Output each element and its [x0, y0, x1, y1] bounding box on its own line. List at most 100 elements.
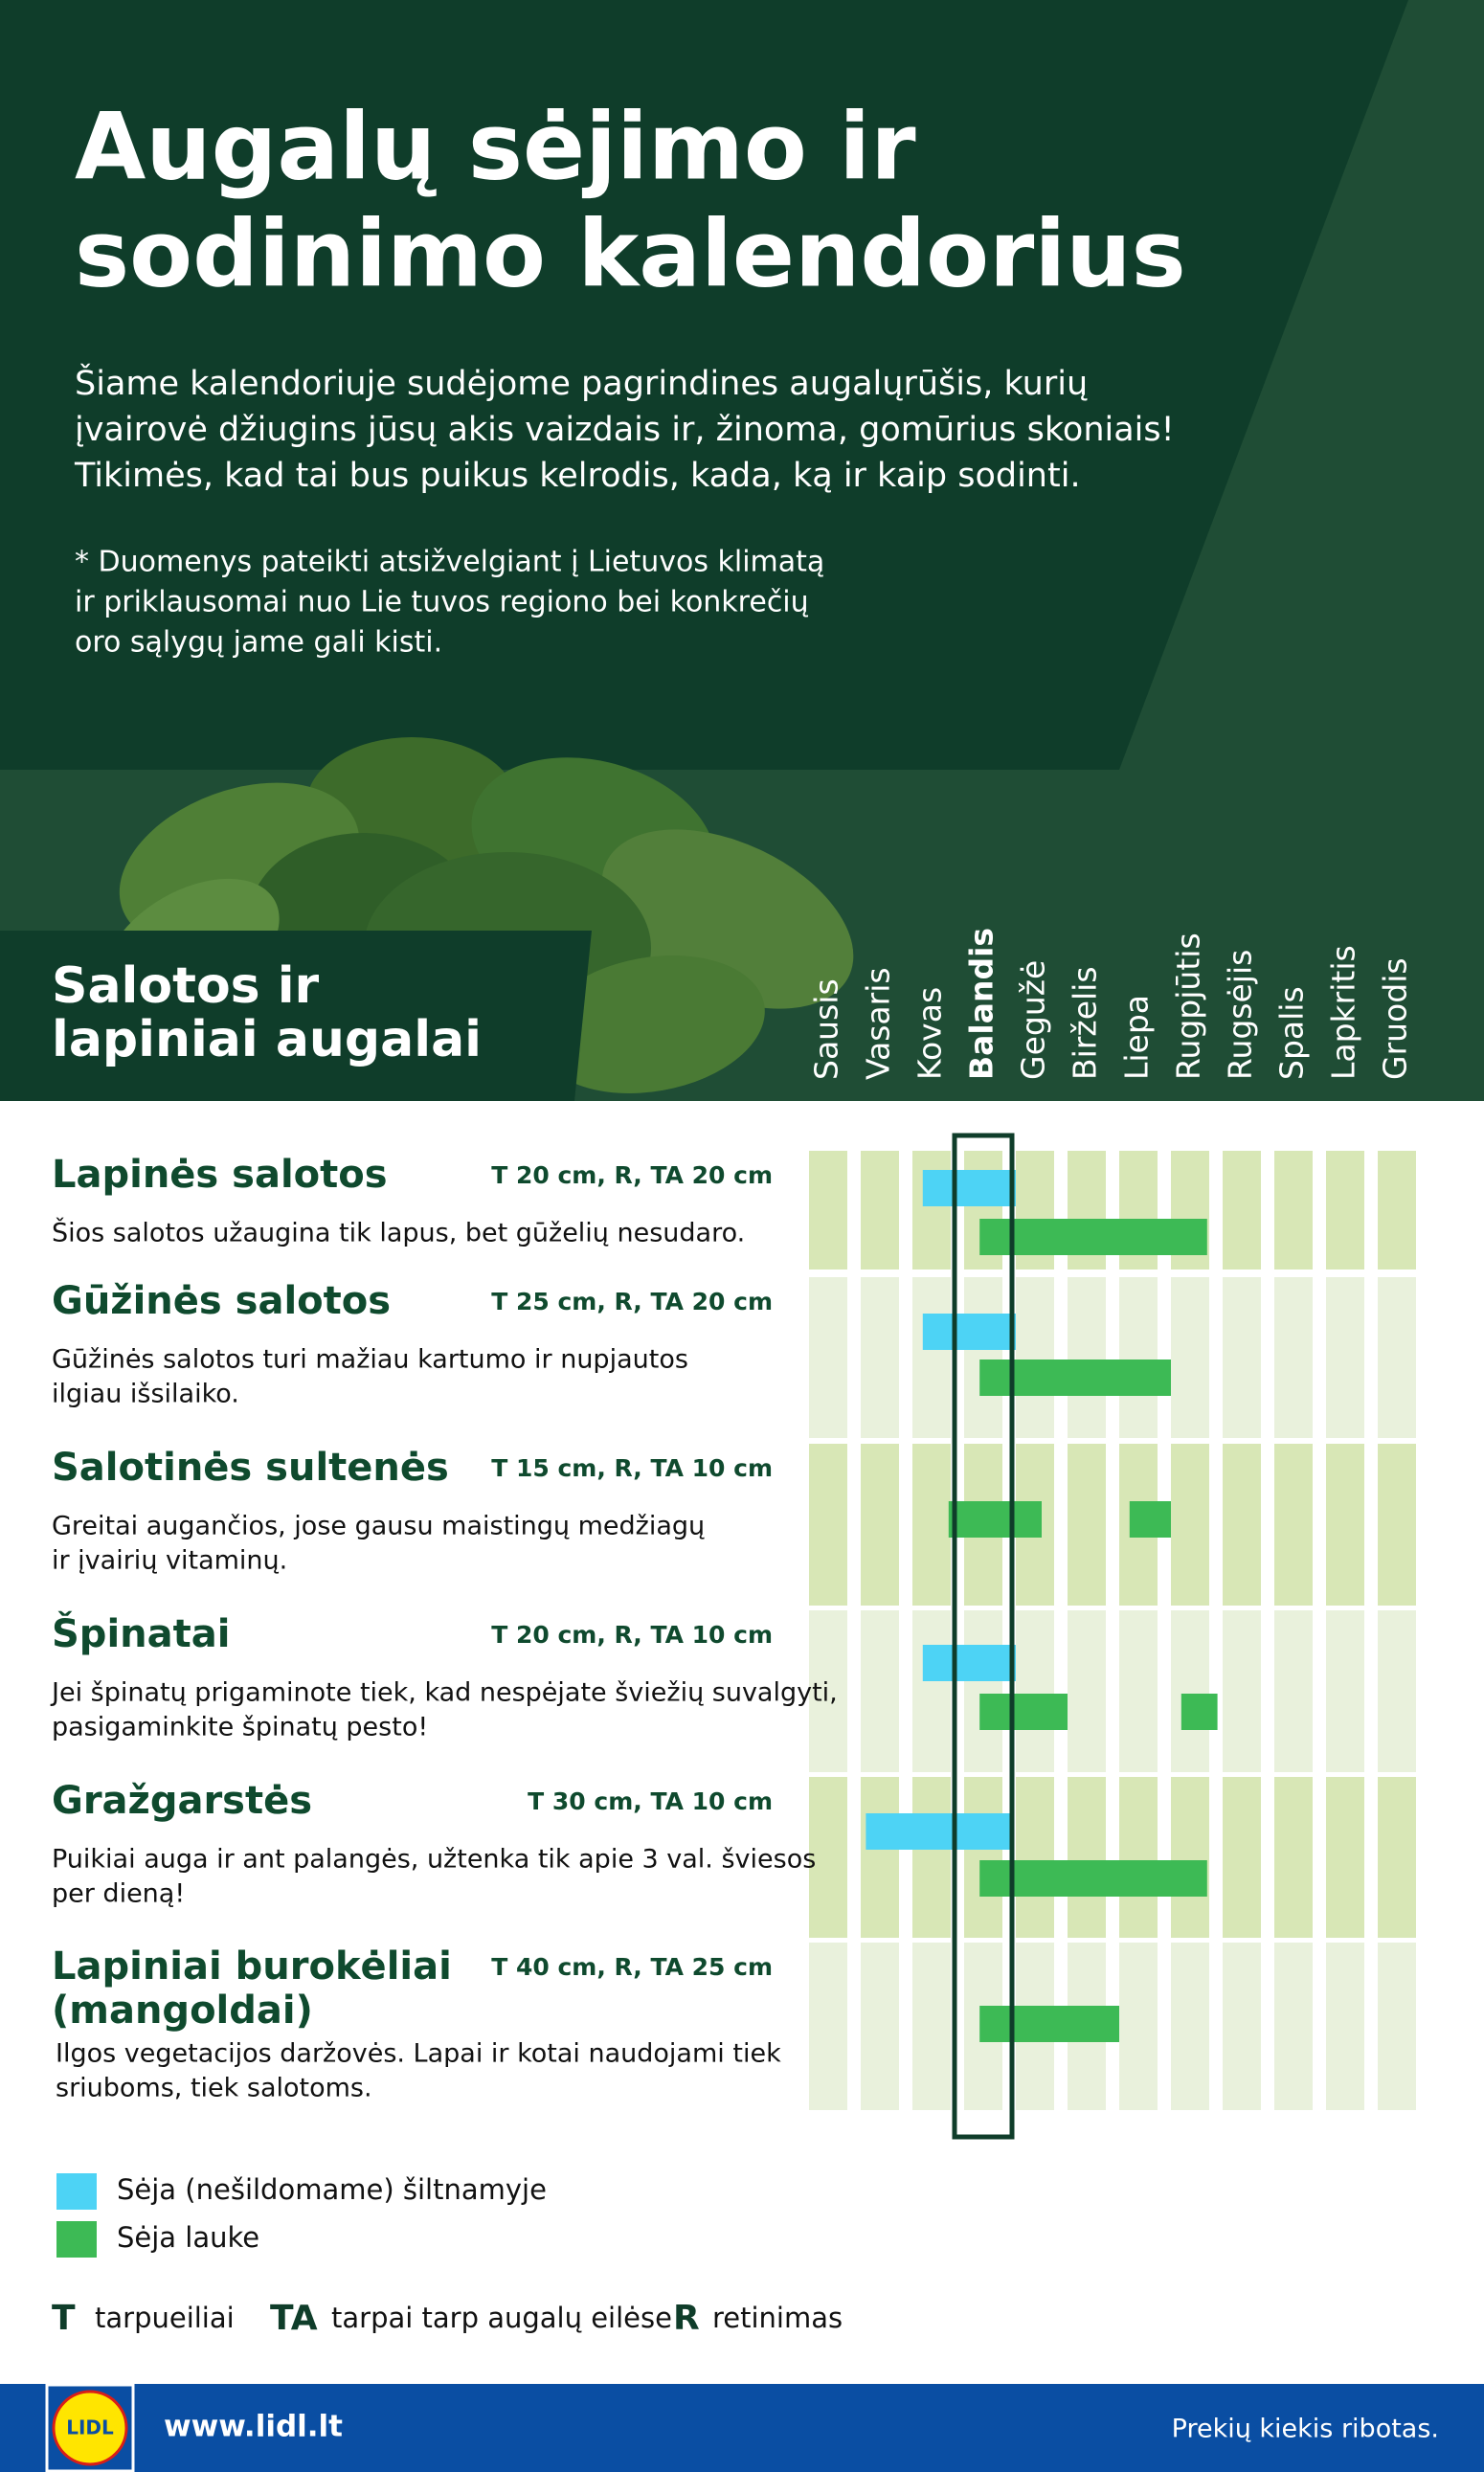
abbreviation: TA [270, 2299, 318, 2338]
month-label: Vasaris [860, 967, 897, 1080]
calendar-cell [1016, 1610, 1054, 1772]
calendar-cell [861, 1777, 899, 1938]
greenhouse-bar [922, 1314, 1016, 1350]
calendar-cell [1274, 1151, 1313, 1270]
crop-name: Lapinės salotos [52, 1153, 388, 1197]
month-label: Gegužė [1015, 960, 1052, 1080]
crop-name: Salotinės sultenės [52, 1446, 449, 1490]
crop-description: Jei špinatų prigaminote tiek, kad nespėj… [50, 1678, 838, 1708]
abbreviation-text: tarpai tarp augalų eilėse [331, 2302, 672, 2334]
calendar-cell [1378, 1151, 1416, 1270]
greenhouse-bar [866, 1813, 1011, 1850]
crop-spacing: T 15 cm, R, TA 10 cm [491, 1454, 773, 1482]
crop-description: Šios salotos užaugina tik lapus, bet gūž… [52, 1218, 745, 1248]
calendar-cell [912, 1943, 951, 2110]
outdoor-bar [979, 1860, 1207, 1897]
header-panel [0, 0, 1408, 770]
calendar-cell [1068, 1444, 1106, 1606]
outdoor-bar [979, 1360, 1171, 1396]
note-text: oro sąlygų jame gali kisti. [75, 626, 442, 660]
crop-description: Greitai augančios, jose gausu maistingų … [52, 1512, 705, 1541]
legend-label: Sėja (nešildomame) šiltnamyje [117, 2173, 547, 2206]
calendar-cell [861, 1444, 899, 1606]
footer-note: Prekių kiekis ribotas. [1172, 2415, 1439, 2444]
calendar-cell [809, 1610, 847, 1772]
crop-description: Puikiai auga ir ant palangės, užtenka ti… [52, 1845, 816, 1875]
calendar-cell [1171, 1610, 1209, 1772]
intro-text: Šiame kalendoriuje sudėjome pagrindines … [75, 363, 1088, 403]
crop-description: pasigaminkite špinatų pesto! [52, 1713, 428, 1742]
calendar-cell [1171, 1777, 1209, 1938]
calendar-cell [1223, 1943, 1261, 2110]
calendar-cell [912, 1277, 951, 1438]
crop-spacing: T 20 cm, R, TA 20 cm [491, 1161, 773, 1189]
crop-name: Špinatai [52, 1610, 230, 1656]
crop-description: Ilgos vegetacijos daržovės. Lapai ir kot… [56, 2039, 781, 2069]
calendar-cell [809, 1277, 847, 1438]
calendar-cell [912, 1777, 951, 1938]
month-label: Balandis [963, 928, 1001, 1080]
outdoor-bar [979, 1694, 1068, 1730]
month-label: Spalis [1273, 986, 1311, 1080]
calendar-cell [1223, 1610, 1261, 1772]
calendar-cell [809, 1151, 847, 1270]
crop-spacing: T 40 cm, R, TA 25 cm [491, 1953, 773, 1981]
crop-spacing: T 30 cm, TA 10 cm [528, 1787, 773, 1815]
section-title: lapiniai augalai [52, 1011, 482, 1068]
calendar-cell [964, 1277, 1002, 1438]
calendar-cell [861, 1277, 899, 1438]
title: sodinimo kalendorius [75, 200, 1186, 307]
calendar-cell [1326, 1943, 1364, 2110]
section-box [0, 931, 592, 1101]
outdoor-bar [979, 1219, 1207, 1255]
crop-name: Gūžinės salotos [52, 1279, 391, 1323]
month-label: Lapkritis [1325, 945, 1362, 1080]
calendar-cell [1274, 1943, 1313, 2110]
legend-swatch [56, 2221, 97, 2258]
calendar-cell [1171, 1444, 1209, 1606]
legend-swatch [56, 2173, 97, 2210]
calendar-cell [1274, 1277, 1313, 1438]
calendar-cell [809, 1943, 847, 2110]
calendar-cell [1119, 1610, 1158, 1772]
calendar-cell [1326, 1777, 1364, 1938]
calendar-cell [809, 1777, 847, 1938]
calendar-cell [1016, 1277, 1054, 1438]
crop-description: sriuboms, tiek salotoms. [56, 2074, 372, 2103]
outdoor-bar [948, 1501, 1042, 1538]
section-title: Salotos ir [52, 957, 320, 1015]
abbreviation: T [52, 2299, 76, 2338]
calendar-cell [1223, 1277, 1261, 1438]
calendar-cell [1378, 1444, 1416, 1606]
crop-name: Gražgarstės [52, 1779, 312, 1823]
note-text: * Duomenys pateikti atsižvelgiant į Liet… [75, 546, 824, 579]
intro-text: Tikimės, kad tai bus puikus kelrodis, ka… [74, 457, 1081, 495]
month-label: Kovas [911, 987, 949, 1080]
logo-text: LIDL [66, 2416, 114, 2439]
calendar-cell [964, 1777, 1002, 1938]
crop-description: ilgiau išsilaiko. [52, 1380, 239, 1409]
calendar-cell [1378, 1610, 1416, 1772]
crop-name: (mangoldai) [52, 1989, 313, 2033]
month-label: Birželis [1067, 966, 1104, 1080]
calendar-cell [1119, 1277, 1158, 1438]
crop-description: ir įvairių vitaminų. [52, 1546, 287, 1576]
month-label: Sausis [808, 978, 845, 1080]
calendar-cell [1378, 1277, 1416, 1438]
crop-name: Lapiniai burokėliai [52, 1944, 452, 1989]
calendar-cell [861, 1151, 899, 1270]
outdoor-bar [979, 2006, 1119, 2042]
calendar-cell [1119, 1943, 1158, 2110]
month-label: Gruodis [1377, 957, 1414, 1080]
note-text: ir priklausomai nuo Lie tuvos regiono be… [75, 586, 809, 619]
calendar-cell [1119, 1777, 1158, 1938]
month-label: Liepa [1118, 995, 1156, 1080]
calendar-cell [861, 1610, 899, 1772]
calendar-cell [809, 1444, 847, 1606]
calendar-cell [1274, 1610, 1313, 1772]
current-month-highlight [952, 1133, 1015, 2140]
calendar-cell [1068, 1610, 1106, 1772]
calendar-cell [1378, 1943, 1416, 2110]
calendar-cell [964, 1610, 1002, 1772]
